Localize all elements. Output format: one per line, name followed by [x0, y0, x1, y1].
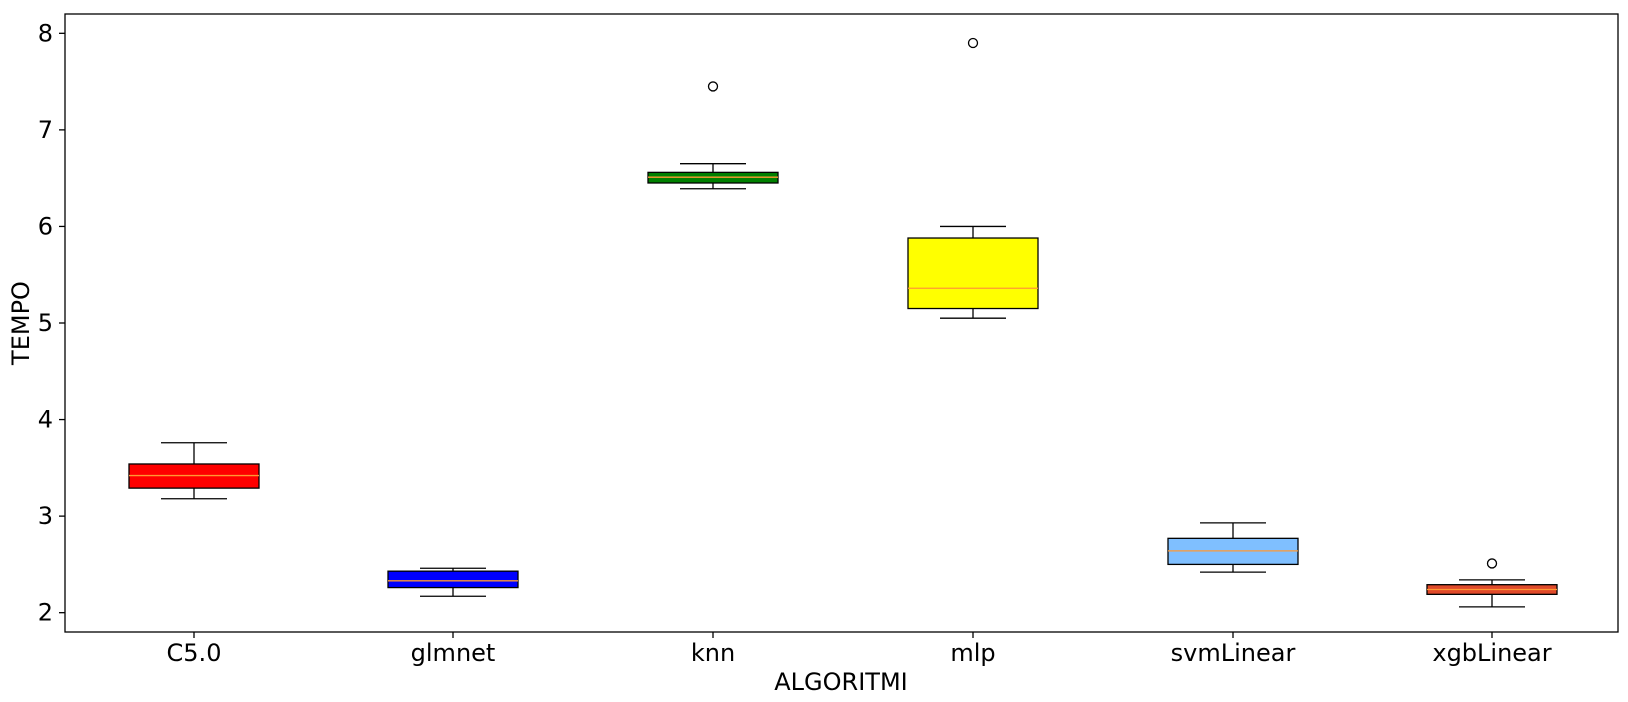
- outlier-point: [707, 81, 719, 92]
- box-C5.0: [128, 442, 260, 500]
- box-svmLinear: [1167, 522, 1299, 573]
- x-tick-label: svmLinear: [1171, 639, 1296, 667]
- y-tick-label: 4: [38, 406, 53, 434]
- outlier-point: [1486, 558, 1498, 569]
- x-tick-label: mlp: [950, 639, 995, 667]
- x-axis: C5.0 glmnet knn mlp svmLinear xgbLinear: [167, 632, 1552, 667]
- x-tick-label: glmnet: [411, 639, 496, 667]
- y-tick-label: 7: [38, 116, 53, 144]
- box-mlp: [907, 37, 1039, 319]
- y-tick-label: 2: [38, 599, 53, 627]
- box-xgbLinear: [1426, 558, 1558, 608]
- x-tick-label: C5.0: [167, 639, 222, 667]
- box-knn: [647, 81, 779, 190]
- box-glmnet: [387, 567, 519, 597]
- y-tick-label: 8: [38, 19, 53, 47]
- outlier-point: [967, 37, 979, 49]
- y-tick-label: 5: [38, 309, 53, 337]
- box-body: [387, 570, 519, 589]
- y-axis: 2 3 4 5 6 7 8: [38, 19, 65, 627]
- y-axis-label: TEMPO: [7, 281, 35, 366]
- y-tick-label: 3: [38, 502, 53, 530]
- boxes-layer: [128, 37, 1558, 608]
- box-body: [907, 237, 1039, 310]
- y-tick-label: 6: [38, 212, 53, 240]
- x-axis-label: ALGORITMI: [774, 668, 907, 696]
- x-tick-label: xgbLinear: [1432, 639, 1551, 667]
- plot-area: [64, 13, 1619, 633]
- x-tick-label: knn: [691, 639, 735, 667]
